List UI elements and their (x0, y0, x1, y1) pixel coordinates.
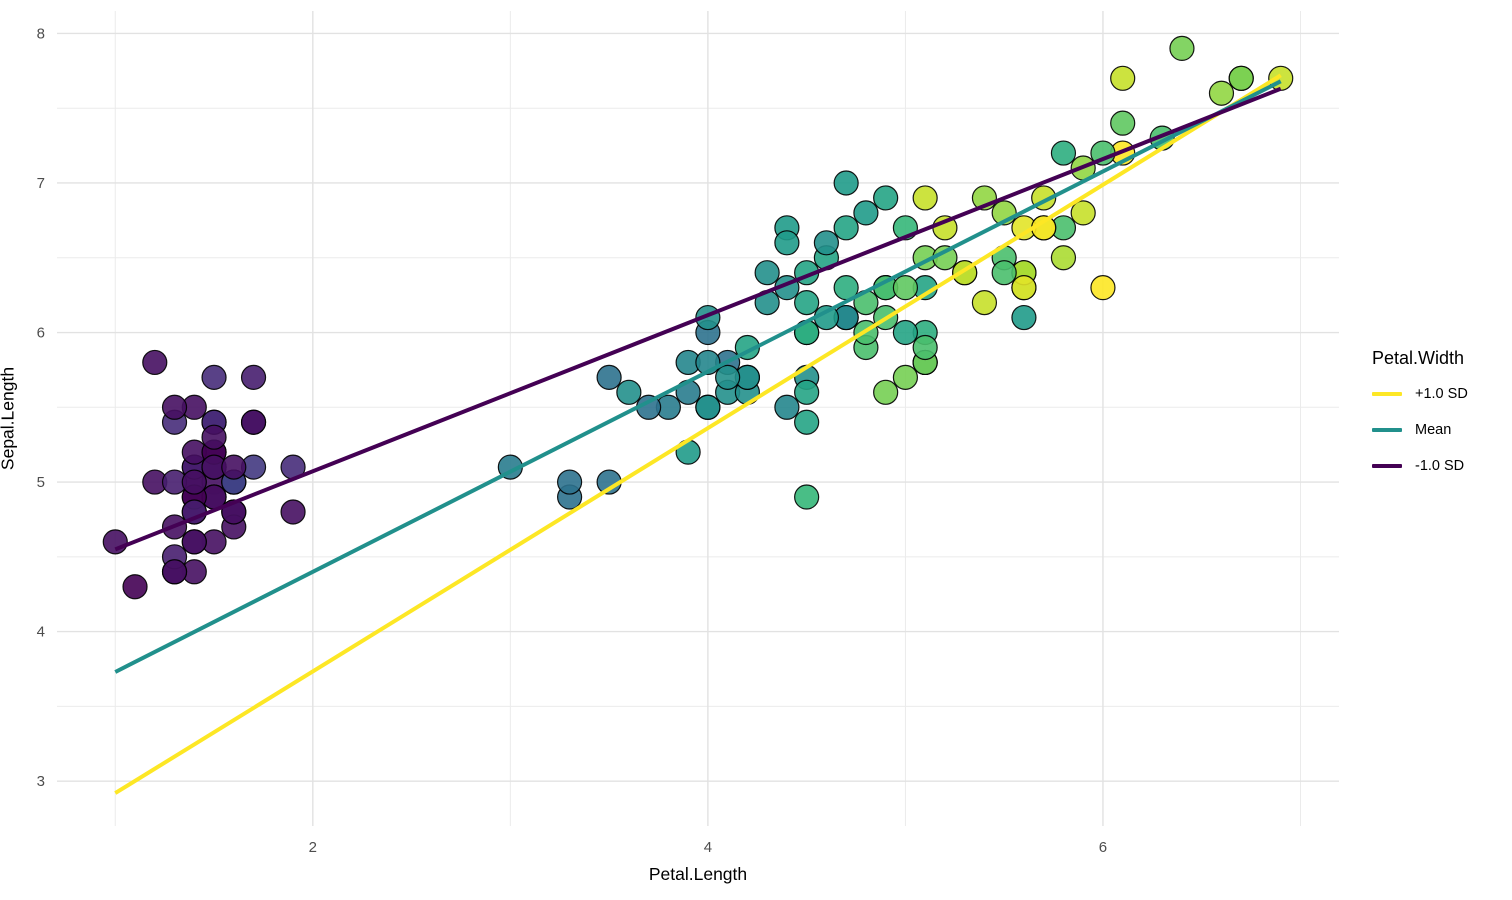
data-point (912, 334, 938, 361)
data-point (774, 230, 800, 256)
data-point (873, 185, 899, 211)
data-point (1208, 80, 1235, 106)
x-axis-tick-label: 6 (1099, 839, 1107, 856)
legend-item-mean: Mean (1372, 422, 1468, 438)
data-point (1070, 200, 1096, 226)
data-point (813, 230, 839, 256)
data-point (833, 170, 859, 196)
legend-item-minus-sd: -1.0 SD (1372, 458, 1468, 474)
data-point (794, 379, 820, 405)
data-point (1011, 304, 1037, 331)
data-point (616, 379, 642, 405)
y-axis-tick-label: 8 (37, 25, 45, 42)
regression-line--1-0-sd (114, 86, 1282, 552)
data-point (596, 364, 622, 390)
data-point (240, 364, 267, 390)
data-point (1090, 275, 1116, 301)
data-point (1110, 65, 1136, 91)
data-point (1228, 65, 1254, 91)
legend-label: Mean (1415, 422, 1452, 438)
data-point (695, 394, 721, 420)
data-point (892, 319, 919, 346)
legend-item-plus-sd: +1.0 SD (1372, 386, 1468, 402)
data-point (1169, 35, 1195, 61)
data-point (912, 185, 938, 211)
data-point (892, 364, 919, 390)
legend-label: +1.0 SD (1415, 386, 1468, 402)
data-point (181, 529, 207, 555)
data-point (853, 200, 879, 226)
data-point (1011, 275, 1037, 301)
data-point (557, 469, 583, 495)
y-axis-tick-label: 4 (37, 624, 45, 641)
legend-title: Petal.Width (1372, 348, 1465, 368)
data-point (833, 215, 859, 241)
data-point (161, 559, 188, 585)
x-axis-tick-label: 4 (704, 839, 712, 856)
y-axis-title: Sepal.Length (0, 366, 18, 471)
data-point (1050, 140, 1077, 166)
legend-key-line-minus-sd (1372, 464, 1402, 468)
data-point (892, 275, 919, 301)
data-point (774, 394, 800, 420)
data-point (280, 499, 306, 525)
data-point (715, 364, 741, 390)
data-point (1050, 245, 1077, 271)
x-axis-tick-label: 2 (309, 839, 317, 856)
data-point (201, 424, 227, 450)
data-point (794, 290, 820, 316)
data-point (161, 394, 188, 420)
regression-line-mean (114, 79, 1282, 674)
y-axis-tick-label: 6 (37, 325, 45, 342)
data-point (122, 574, 148, 600)
y-axis-tick-label: 5 (37, 474, 45, 491)
y-axis-tick-label: 7 (37, 175, 45, 192)
x-axis-title: Petal.Length (648, 864, 748, 884)
data-point (794, 409, 820, 435)
data-point (102, 529, 128, 555)
data-point (142, 349, 168, 376)
data-point (221, 454, 247, 480)
data-point (794, 484, 820, 510)
data-point (1110, 110, 1136, 136)
data-point (971, 290, 998, 316)
data-point (201, 364, 227, 390)
data-point (991, 260, 1017, 286)
y-axis-tick-label: 3 (37, 773, 45, 790)
legend-key-line-plus-sd (1372, 392, 1402, 396)
legend-label: -1.0 SD (1415, 458, 1465, 474)
legend: Petal.Width +1.0 SD Mean -1.0 SD (1372, 348, 1468, 494)
data-point (873, 379, 899, 405)
data-point (240, 409, 267, 435)
data-point (754, 260, 780, 286)
regression-line--1-0-sd (114, 73, 1282, 795)
data-point (181, 469, 207, 495)
legend-key-line-mean (1372, 428, 1402, 432)
